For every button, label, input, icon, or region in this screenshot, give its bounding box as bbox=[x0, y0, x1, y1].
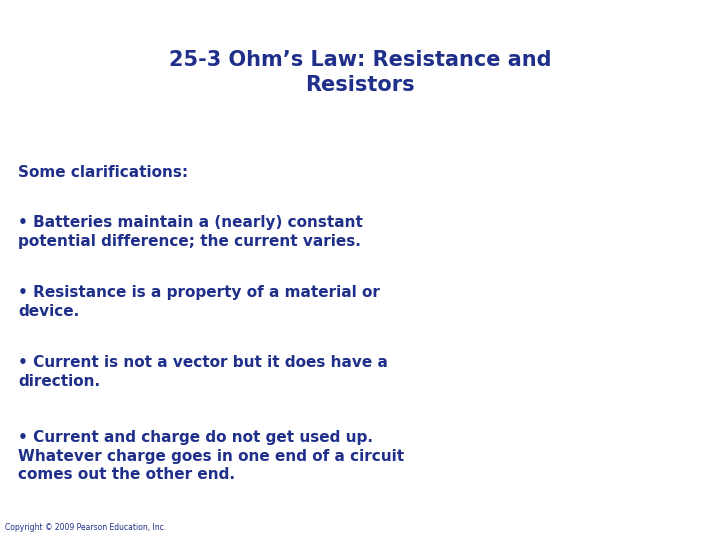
Text: 25-3 Ohm’s Law: Resistance and
Resistors: 25-3 Ohm’s Law: Resistance and Resistors bbox=[168, 50, 552, 95]
Text: Copyright © 2009 Pearson Education, Inc.: Copyright © 2009 Pearson Education, Inc. bbox=[5, 523, 166, 532]
Text: • Current and charge do not get used up.
Whatever charge goes in one end of a ci: • Current and charge do not get used up.… bbox=[18, 430, 404, 482]
Text: • Resistance is a property of a material or
device.: • Resistance is a property of a material… bbox=[18, 285, 380, 319]
Text: Some clarifications:: Some clarifications: bbox=[18, 165, 188, 180]
Text: • Batteries maintain a (nearly) constant
potential difference; the current varie: • Batteries maintain a (nearly) constant… bbox=[18, 215, 363, 248]
Text: • Current is not a vector but it does have a
direction.: • Current is not a vector but it does ha… bbox=[18, 355, 388, 389]
